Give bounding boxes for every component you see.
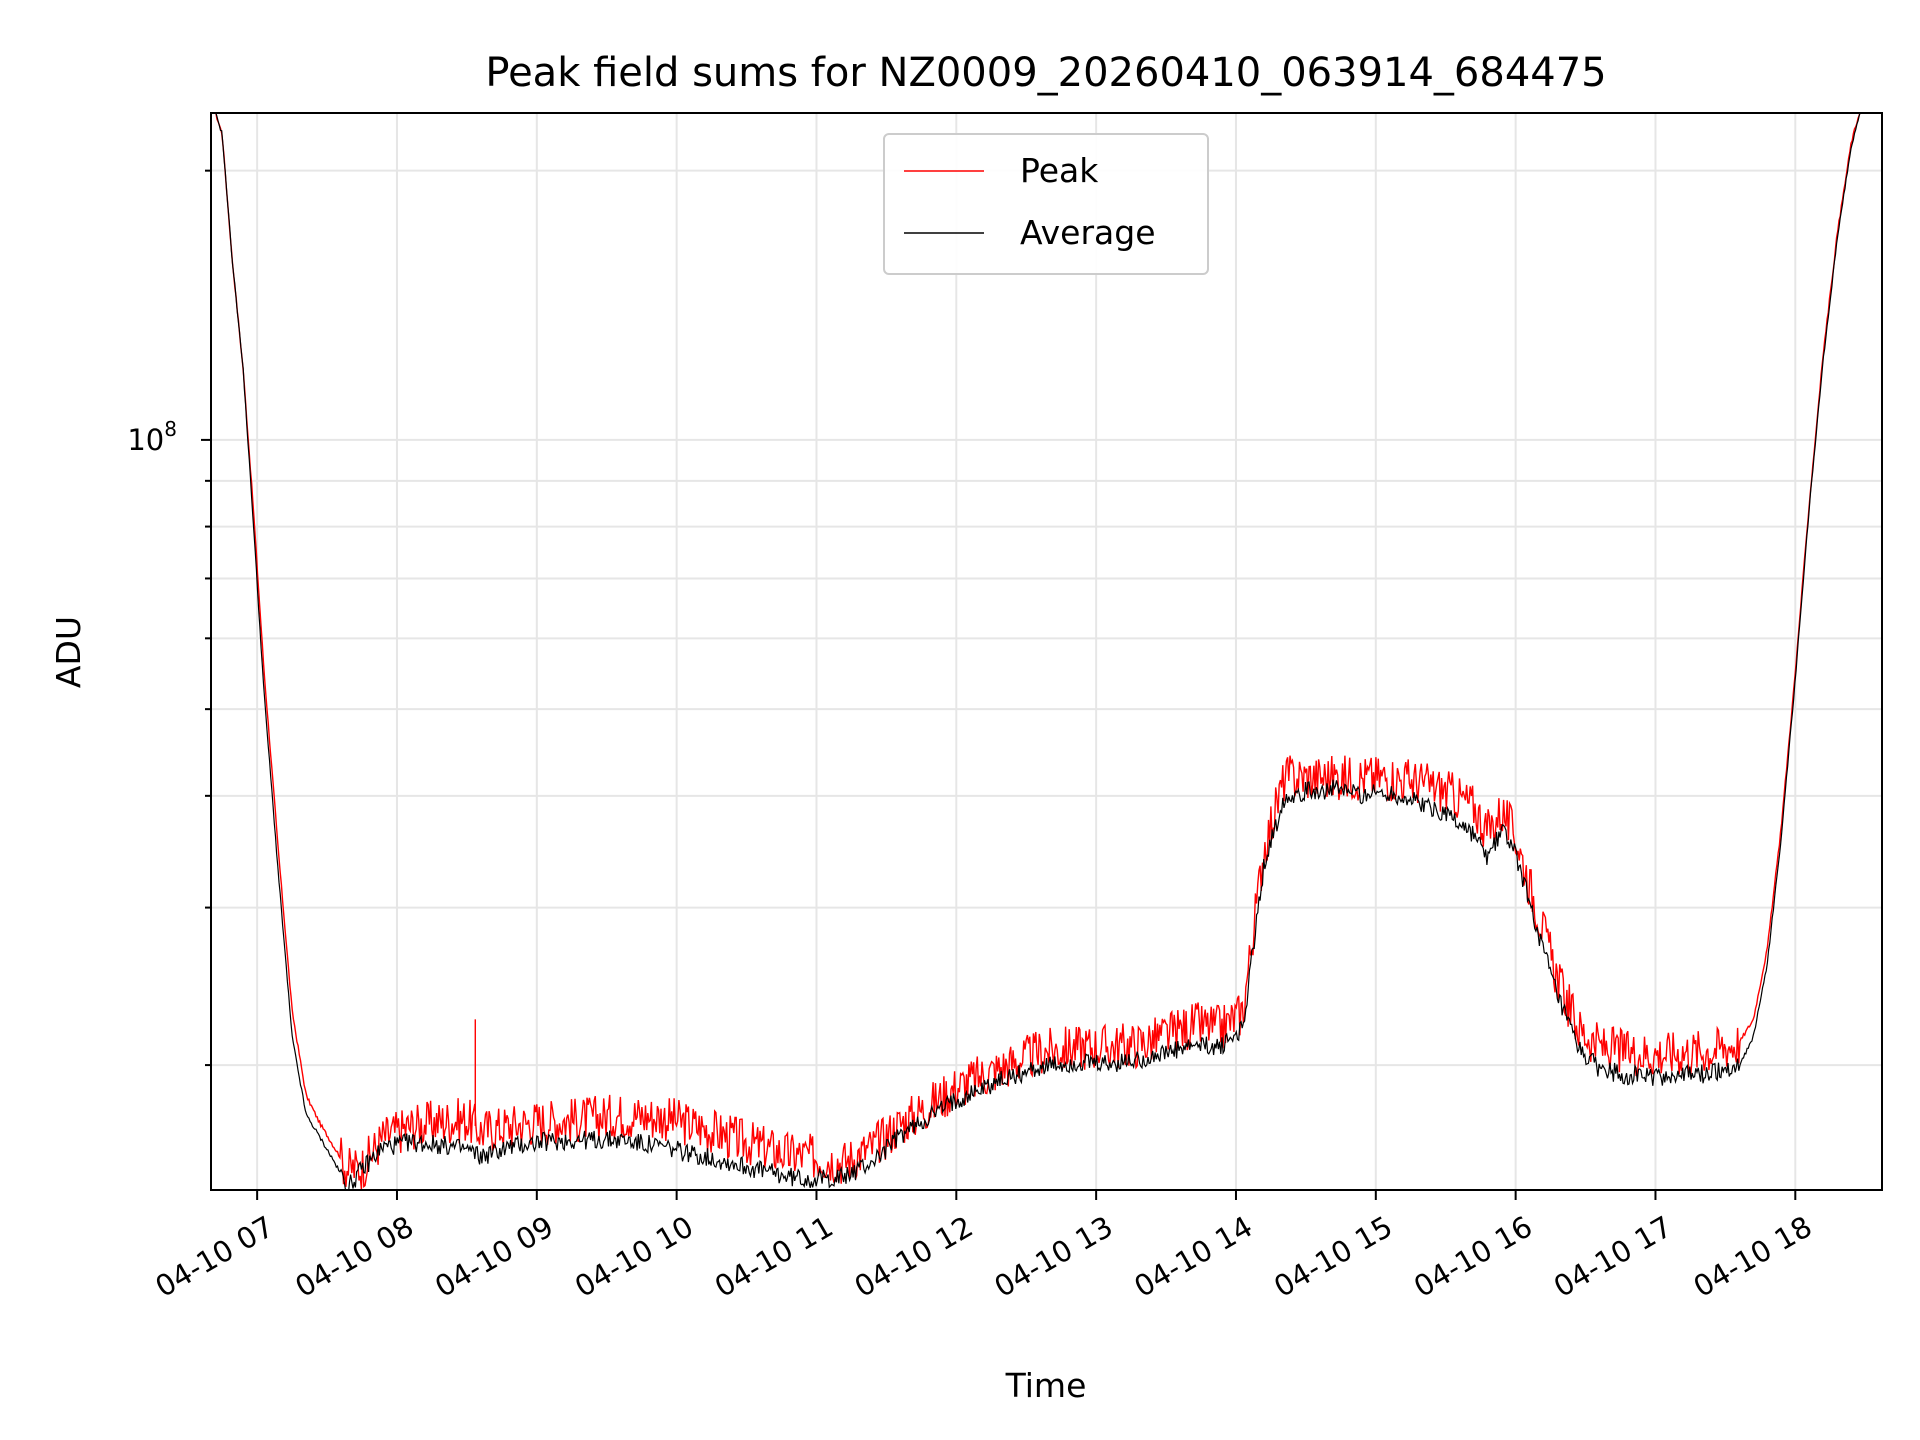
legend-peak-label: Peak <box>1020 151 1099 190</box>
y-tick-base: 10 <box>127 423 164 457</box>
series-lines <box>215 113 1861 1190</box>
legend-average-label: Average <box>1020 213 1156 252</box>
y-tick-exponent: 8 <box>164 417 177 441</box>
legend: Peak Average <box>883 133 1209 275</box>
x-axis-label: Time <box>1005 1366 1087 1405</box>
chart-title: Peak field sums for NZ0009_20260410_0639… <box>485 50 1606 96</box>
peak-series-line <box>215 113 1861 1190</box>
average-series-line <box>215 113 1861 1190</box>
plot-frame <box>210 112 1883 1191</box>
y-axis-label: ADU <box>49 616 88 688</box>
legend-box <box>883 133 1209 275</box>
y-tick-label-1e8: 108 <box>127 417 177 457</box>
